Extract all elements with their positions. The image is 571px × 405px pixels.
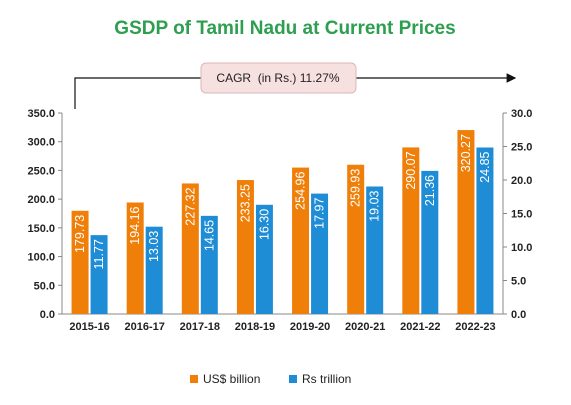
right-tick-label: 0.0 (511, 309, 526, 321)
bar-usd (181, 183, 199, 314)
left-tick-label: 100.0 (27, 252, 55, 264)
cagr-label: CAGR (in Rs.) 11.27% (216, 71, 339, 85)
bar-usd (236, 180, 254, 314)
bar-rs (145, 226, 163, 314)
bar-usd (347, 164, 365, 314)
x-tick-label: 2018-19 (235, 321, 275, 333)
left-axis-ticks: 0.0 50.0 100.0 150.0 200.0 250.0 300.0 350.0 (27, 108, 62, 321)
x-tick-label: 2022-23 (455, 321, 495, 333)
bar-usd (126, 202, 144, 314)
bar-usd (71, 210, 89, 314)
cagr-box (200, 62, 357, 94)
bar-rs (311, 193, 329, 314)
x-tick-label: 2020-21 (345, 321, 385, 333)
bar-rs (255, 204, 273, 314)
data-label-usd: 227.32 (183, 187, 197, 225)
legend-label-rs: Rs trillion (302, 372, 351, 386)
right-tick-label: 25.0 (511, 142, 532, 154)
x-tick-label: 2016-17 (125, 321, 165, 333)
data-label-rs: 19.03 (368, 190, 382, 221)
bar-rs (90, 235, 108, 314)
left-tick-label: 0.0 (40, 309, 55, 321)
right-tick-label: 5.0 (511, 276, 526, 288)
data-label-rs: 11.77 (92, 239, 106, 269)
data-label-usd: 194.16 (128, 206, 142, 244)
legend-label-usd: US$ billion (203, 372, 260, 386)
right-tick-label: 15.0 (511, 209, 532, 221)
data-label-rs: 14.65 (202, 220, 216, 251)
x-tick-label: 2015-16 (69, 321, 109, 333)
bar-usd (402, 147, 420, 314)
data-label-rs: 13.03 (147, 231, 161, 262)
data-label-usd: 179.73 (73, 215, 87, 253)
bars: 179.73 11.77 194.16 13.03 227.32 14.65 233.25 1… (71, 130, 494, 314)
right-axis-ticks: 0.0 5.0 10.0 15.0 20.0 25.0 30.0 (503, 108, 532, 321)
x-tick-label: 2017-18 (180, 321, 220, 333)
legend-swatch-rs (289, 375, 297, 383)
data-label-rs: 21.36 (423, 175, 437, 206)
bar-usd (292, 167, 310, 314)
left-tick-label: 50.0 (34, 280, 55, 292)
left-tick-label: 150.0 (27, 223, 55, 235)
data-label-usd: 259.93 (349, 169, 363, 207)
bar-usd (457, 130, 475, 314)
x-axis-labels: 2015-16 2016-17 2017-18 2018-19 2019-20 2020-… (69, 321, 495, 333)
legend-swatch-usd (190, 375, 198, 383)
data-label-usd: 233.25 (238, 184, 252, 222)
chart-title: GSDP of Tamil Nadu at Current Prices (114, 18, 455, 39)
data-label-usd: 254.96 (294, 172, 308, 210)
bar-rs (366, 186, 384, 314)
data-label-usd: 320.27 (459, 134, 473, 172)
left-tick-label: 350.0 (27, 108, 55, 120)
data-label-rs: 17.97 (313, 198, 327, 229)
bar-rs (476, 147, 494, 314)
right-tick-label: 10.0 (511, 242, 532, 254)
data-label-usd: 290.07 (404, 151, 418, 189)
data-label-rs: 24.85 (478, 151, 492, 182)
x-tick-label: 2021-22 (400, 321, 440, 333)
left-tick-label: 250.0 (27, 165, 55, 177)
cagr-arrow (74, 73, 517, 109)
left-tick-label: 200.0 (27, 194, 55, 206)
left-tick-label: 300.0 (27, 137, 55, 149)
legend: US$ billion Rs trillion (190, 372, 351, 386)
right-tick-label: 30.0 (511, 108, 532, 120)
right-tick-label: 20.0 (511, 175, 532, 187)
data-label-rs: 16.30 (257, 209, 271, 240)
bar-rs (200, 215, 218, 314)
x-tick-label: 2019-20 (290, 321, 330, 333)
bar-rs (421, 170, 439, 314)
